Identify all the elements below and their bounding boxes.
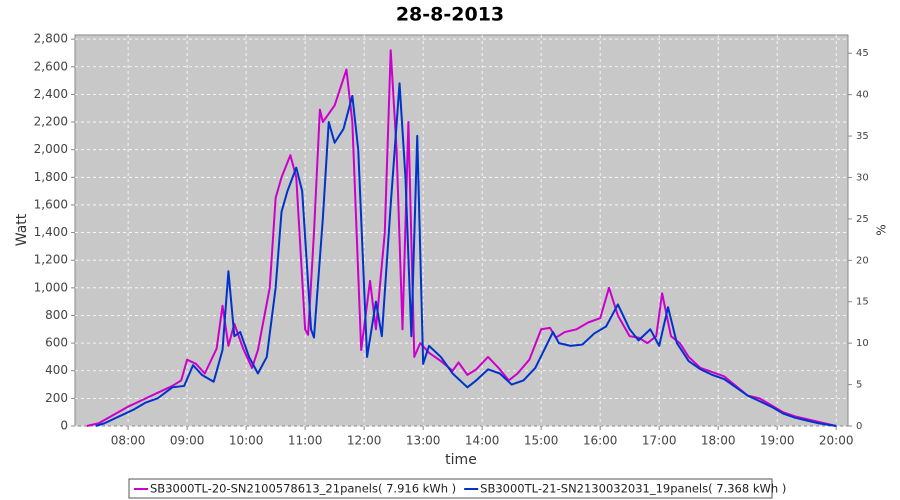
x-tick-label: 13:00 xyxy=(406,434,441,448)
series-line xyxy=(95,82,837,427)
y-tick-label: 0 xyxy=(60,419,68,433)
x-axis-label: time xyxy=(445,452,477,468)
y2-tick-label: 35 xyxy=(856,131,869,142)
x-tick-label: 19:00 xyxy=(760,434,795,448)
y-tick-label: 400 xyxy=(45,363,68,377)
legend-label: SB3000TL-21-SN2130032031_19panels( 7.368… xyxy=(480,482,786,496)
x-tick-label: 15:00 xyxy=(524,434,559,448)
x-tick-label: 12:00 xyxy=(347,434,382,448)
y2-tick-label: 45 xyxy=(856,48,869,59)
y-tick-label: 2,000 xyxy=(34,142,68,156)
y2-tick-label: 25 xyxy=(856,214,869,225)
legend-label: SB3000TL-20-SN2100578613_21panels( 7.916… xyxy=(150,482,456,496)
y2-axis-label: % xyxy=(875,224,889,235)
y-tick-label: 2,800 xyxy=(34,32,68,46)
x-tick-label: 11:00 xyxy=(288,434,323,448)
y-tick-label: 1,200 xyxy=(34,253,68,267)
y2-tick-label: 10 xyxy=(856,338,869,349)
y-tick-label: 1,600 xyxy=(34,197,68,211)
plot-area xyxy=(74,34,849,427)
x-tick-label: 09:00 xyxy=(170,434,205,448)
y-tick-label: 200 xyxy=(45,391,68,405)
y-tick-label: 1,400 xyxy=(34,225,68,239)
y-tick-label: 800 xyxy=(45,308,68,322)
y2-tick-label: 30 xyxy=(856,172,869,183)
y-tick-label: 600 xyxy=(45,336,68,350)
x-tick-label: 16:00 xyxy=(583,434,618,448)
x-tick-label: 18:00 xyxy=(701,434,736,448)
legend xyxy=(128,478,773,499)
y-tick-label: 1,000 xyxy=(34,280,68,294)
y2-tick-label: 5 xyxy=(856,380,862,391)
y-tick-label: 2,400 xyxy=(34,87,68,101)
series-line xyxy=(86,49,837,427)
y-axis-label: Watt xyxy=(14,213,30,246)
y2-tick-label: 20 xyxy=(856,255,869,266)
x-tick-label: 10:00 xyxy=(229,434,264,448)
x-tick-label: 08:00 xyxy=(111,434,146,448)
x-tick-label: 17:00 xyxy=(642,434,677,448)
y-tick-label: 2,600 xyxy=(34,59,68,73)
y2-tick-label: 40 xyxy=(856,90,869,101)
y-tick-label: 1,800 xyxy=(34,170,68,184)
x-tick-label: 14:00 xyxy=(465,434,500,448)
chart-title: 28-8-2013 xyxy=(396,4,504,26)
y-tick-label: 2,200 xyxy=(34,115,68,129)
y2-tick-label: 15 xyxy=(856,297,869,308)
y2-tick-label: 0 xyxy=(856,421,862,432)
x-tick-label: 20:00 xyxy=(819,434,854,448)
